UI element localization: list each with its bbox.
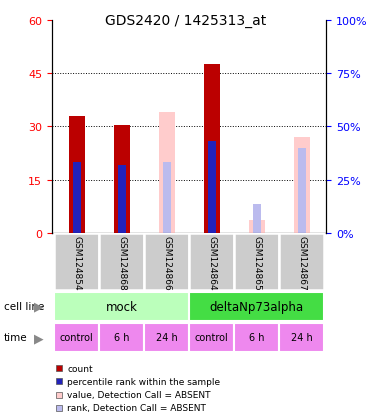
- Bar: [234, 234, 279, 291]
- Bar: [190, 234, 234, 291]
- Text: cell line: cell line: [4, 301, 44, 312]
- Bar: [118, 166, 126, 233]
- Bar: [204, 65, 220, 233]
- Bar: [249, 221, 265, 233]
- Bar: [99, 234, 144, 291]
- Text: ▶: ▶: [34, 331, 44, 344]
- Text: time: time: [4, 332, 27, 343]
- Bar: [234, 323, 279, 352]
- Bar: [294, 138, 310, 233]
- Text: count: count: [67, 364, 93, 373]
- Bar: [55, 292, 189, 321]
- Text: mock: mock: [106, 300, 138, 313]
- Bar: [114, 125, 129, 233]
- Bar: [279, 323, 324, 352]
- Text: GSM124865: GSM124865: [252, 235, 261, 290]
- Text: GSM124854: GSM124854: [72, 235, 81, 290]
- Bar: [279, 234, 324, 291]
- Bar: [208, 141, 216, 233]
- Bar: [69, 116, 85, 233]
- Text: 6 h: 6 h: [249, 332, 265, 343]
- Text: 6 h: 6 h: [114, 332, 129, 343]
- Bar: [253, 205, 261, 233]
- Text: 24 h: 24 h: [291, 332, 313, 343]
- Bar: [99, 323, 144, 352]
- Text: GDS2420 / 1425313_at: GDS2420 / 1425313_at: [105, 14, 266, 28]
- Text: control: control: [60, 332, 93, 343]
- Bar: [298, 148, 306, 233]
- Bar: [73, 162, 81, 233]
- Text: deltaNp73alpha: deltaNp73alpha: [210, 300, 304, 313]
- Bar: [162, 162, 171, 233]
- Bar: [55, 234, 99, 291]
- Text: 24 h: 24 h: [156, 332, 178, 343]
- Bar: [144, 323, 189, 352]
- Text: GSM124866: GSM124866: [162, 235, 171, 290]
- Text: GSM124864: GSM124864: [207, 235, 216, 290]
- Bar: [190, 292, 324, 321]
- Bar: [159, 113, 175, 233]
- Text: ▶: ▶: [34, 300, 44, 313]
- Text: GSM124868: GSM124868: [117, 235, 126, 290]
- Text: control: control: [195, 332, 229, 343]
- Text: value, Detection Call = ABSENT: value, Detection Call = ABSENT: [67, 390, 211, 399]
- Bar: [55, 323, 99, 352]
- Bar: [190, 323, 234, 352]
- Text: rank, Detection Call = ABSENT: rank, Detection Call = ABSENT: [67, 404, 206, 413]
- Bar: [144, 234, 189, 291]
- Text: percentile rank within the sample: percentile rank within the sample: [67, 377, 220, 386]
- Text: GSM124867: GSM124867: [297, 235, 306, 290]
